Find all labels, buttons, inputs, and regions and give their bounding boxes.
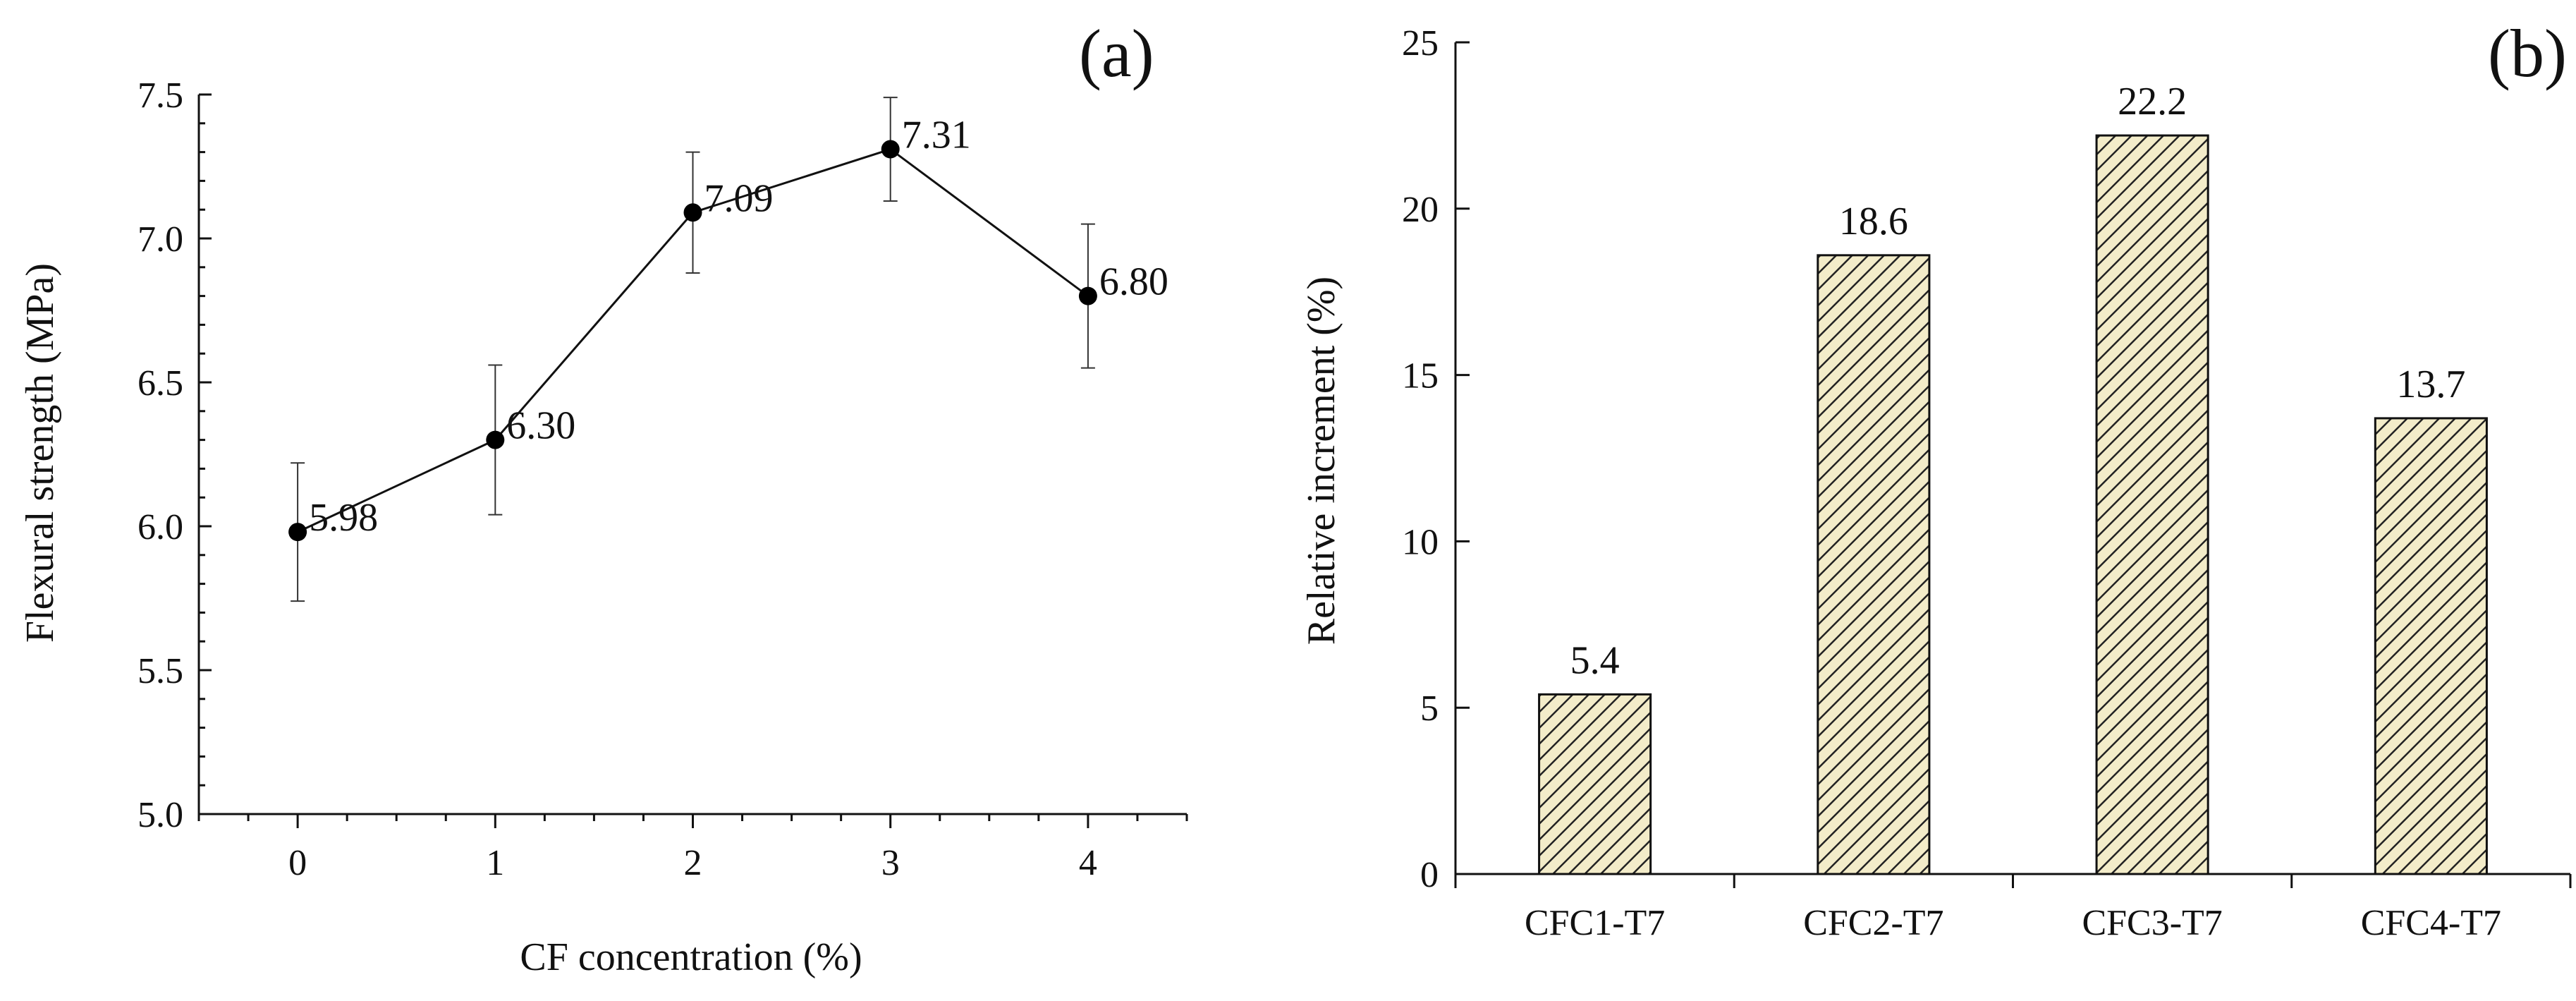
panel-b-category-label: CFC2-T7 bbox=[1803, 903, 1943, 943]
panel-b-bar bbox=[2374, 417, 2488, 875]
panel-b-category-label: CFC3-T7 bbox=[2082, 903, 2222, 943]
panel-a-x-tick-label: 1 bbox=[486, 843, 504, 883]
panel-a-x-axis-label: CF concentration (%) bbox=[520, 935, 862, 979]
panel-b-value-label: 22.2 bbox=[2118, 80, 2187, 123]
panel-b-category-label: CFC4-T7 bbox=[2361, 903, 2501, 943]
panel-b-tag: (b) bbox=[2488, 16, 2567, 91]
panel-a-y-tick-label: 6.5 bbox=[138, 363, 183, 404]
panel-b-y-tick-label: 20 bbox=[1402, 190, 1439, 230]
panel-b-y-tick-label: 10 bbox=[1402, 522, 1439, 562]
panel-a-tag: (a) bbox=[1079, 16, 1154, 91]
panel-a-x-tick-label: 3 bbox=[881, 843, 900, 883]
panel-a-y-tick-label: 5.0 bbox=[138, 795, 183, 835]
panel-a-y-axis-label: Flexural strength (MPa) bbox=[18, 263, 62, 643]
panel-a-point-label: 6.30 bbox=[506, 404, 575, 448]
panel-b-y-tick-label: 5 bbox=[1420, 688, 1439, 729]
panel-a-y-tick-label: 7.0 bbox=[138, 219, 183, 260]
panel-b-category-label: CFC1-T7 bbox=[1525, 903, 1665, 943]
panel-a-point-label: 7.09 bbox=[704, 176, 774, 220]
panel-a-data-point bbox=[881, 140, 900, 159]
panel-a-y-tick-label: 7.5 bbox=[138, 75, 183, 116]
panel-a-x-tick-label: 2 bbox=[684, 843, 702, 883]
panel-b-value-label: 5.4 bbox=[1570, 638, 1620, 682]
panel-a-y-tick-label: 5.5 bbox=[138, 651, 183, 691]
panel-a-data-point bbox=[486, 430, 505, 449]
panel-a-data-point bbox=[1078, 286, 1097, 305]
panel-a-line-chart: (a) CF concentration (%) Flexural streng… bbox=[18, 16, 1188, 979]
panel-b-value-label: 13.7 bbox=[2396, 363, 2465, 406]
panel-b-bar bbox=[2095, 134, 2209, 875]
panel-b-y-tick-label: 25 bbox=[1402, 23, 1439, 63]
panel-a-data-point bbox=[683, 203, 702, 222]
panel-a-x-tick-label: 4 bbox=[1079, 843, 1097, 883]
panel-a-point-label: 6.80 bbox=[1099, 260, 1168, 304]
panel-b-y-tick-label: 0 bbox=[1420, 855, 1439, 895]
panel-a-x-tick-label: 0 bbox=[288, 843, 307, 883]
panel-a-data-point bbox=[288, 523, 307, 542]
panel-b-y-axis-label: Relative increment (%) bbox=[1300, 277, 1343, 645]
panel-b-bar bbox=[1817, 254, 1931, 875]
panel-b-value-label: 18.6 bbox=[1839, 200, 1908, 243]
panel-a-point-label: 5.98 bbox=[309, 496, 378, 540]
panel-b-y-tick-label: 15 bbox=[1402, 356, 1439, 396]
panel-a-point-label: 7.31 bbox=[902, 114, 971, 157]
panel-b-bar-chart: (b) Relative increment (%) 0 5 10 15 20 25 5.… bbox=[1300, 16, 2572, 943]
panel-b-bar bbox=[1538, 693, 1652, 875]
panel-a-y-tick-label: 6.0 bbox=[138, 507, 183, 547]
